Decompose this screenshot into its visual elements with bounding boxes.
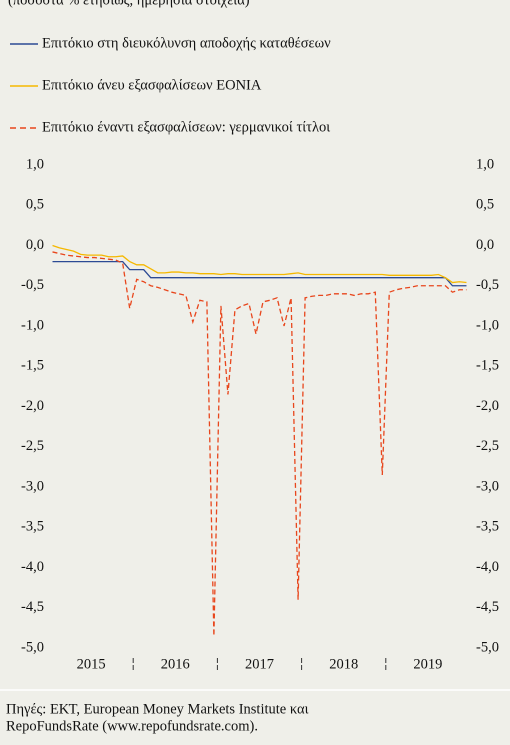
y-tick-label: -1,5 [21,358,44,374]
source-note: RepoFundsRate (www.repofundsrate.com). [6,718,258,734]
x-tick-label: 2016 [161,656,190,672]
x-tick-label: 2019 [413,656,442,672]
y-tick-label: -4,5 [21,599,44,615]
y-tick-label: -1,0 [21,317,44,333]
y-tick-label-right: -3,5 [476,519,499,535]
x-tick-label: 2015 [77,656,106,672]
y-tick-label: -5,0 [21,639,44,655]
y-tick-label-right: -3,0 [476,478,499,494]
series-line [52,251,467,636]
series-line [52,244,467,284]
x-tick-label: 2018 [329,656,358,672]
y-tick-label-right: 0,0 [476,237,494,253]
y-tick-label-right: 0,5 [476,197,494,213]
y-tick-label: -2,5 [21,438,44,454]
y-tick-label: -3,0 [21,478,44,494]
y-tick-label: 0,0 [26,237,44,253]
legend-label: Επιτόκιο άνευ εξασφαλίσεων EONIA [42,77,262,93]
y-tick-label: 1,0 [26,156,44,172]
x-tick-label: 2017 [245,656,274,672]
y-tick-label: -3,5 [21,519,44,535]
chart-subtitle: (ποσοστά % ετησίως, ημερήσια στοιχεία) [8,0,250,8]
y-tick-label: -4,0 [21,559,44,575]
legend-label: Επιτόκιο έναντι εξασφαλίσεων: γερμανικοί… [42,119,330,135]
legend-label: Επιτόκιο στη διευκόλυνση αποδοχής καταθέ… [42,35,331,51]
y-tick-label-right: -5,0 [476,639,499,655]
y-tick-label-right: -4,5 [476,599,499,615]
y-tick-label-right: -1,0 [476,317,499,333]
y-tick-label-right: -2,0 [476,398,499,414]
y-tick-label-right: -0,5 [476,277,499,293]
source-note: Πηγές: ΕΚΤ, European Money Markets Insti… [6,701,309,717]
y-tick-label-right: -2,5 [476,438,499,454]
y-tick-label-right: 1,0 [476,156,494,172]
y-tick-label: -2,0 [21,398,44,414]
series-line [52,260,467,287]
y-tick-label: -0,5 [21,277,44,293]
y-tick-label-right: -4,0 [476,559,499,575]
y-tick-label-right: -1,5 [476,358,499,374]
y-tick-label: 0,5 [26,197,44,213]
